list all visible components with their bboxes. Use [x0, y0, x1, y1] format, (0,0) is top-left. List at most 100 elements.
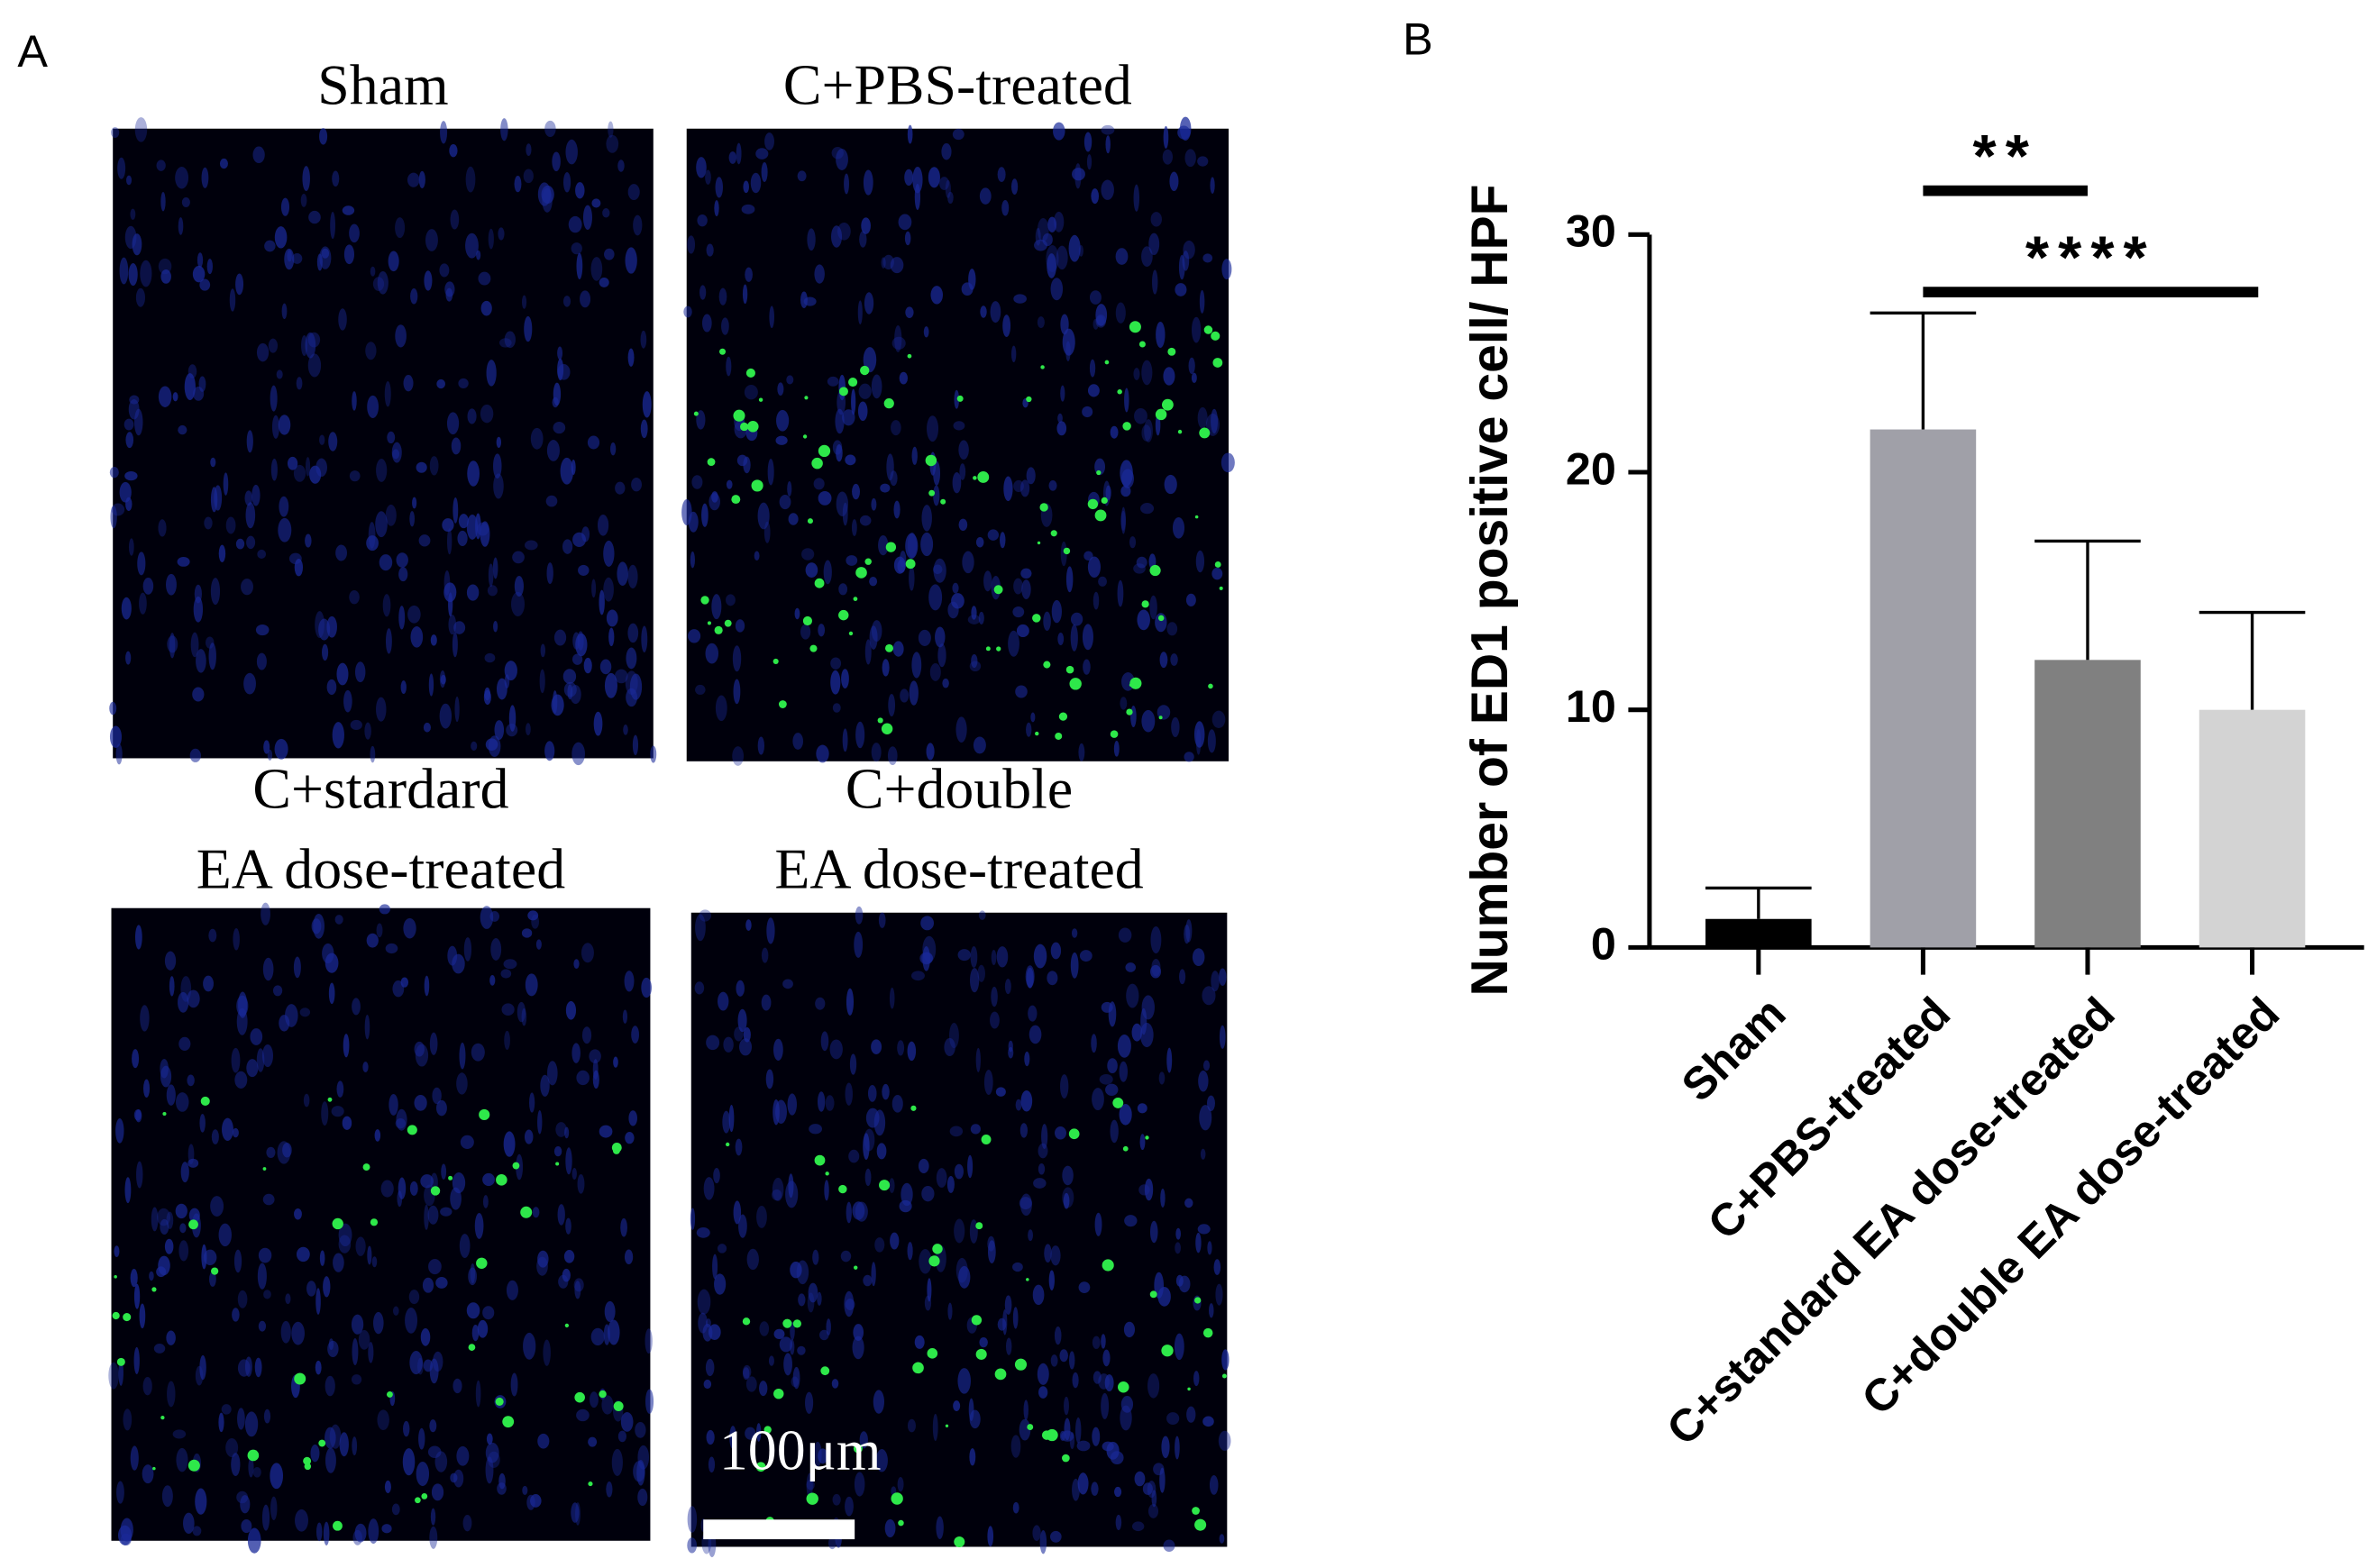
nucleus	[128, 263, 138, 287]
nucleus	[343, 1034, 350, 1058]
nucleus	[246, 535, 256, 550]
nucleus	[451, 437, 462, 455]
nucleus	[687, 1537, 698, 1554]
ed1-cell	[975, 1222, 983, 1230]
ed1-cell	[1126, 708, 1133, 716]
nucleus	[952, 471, 962, 494]
nucleus	[790, 1321, 795, 1341]
nucleus	[687, 1506, 698, 1533]
nucleus	[139, 592, 147, 615]
nucleus	[772, 1177, 784, 1201]
nucleus	[530, 1494, 542, 1508]
nucleus	[1120, 1405, 1132, 1431]
nucleus	[967, 1154, 974, 1179]
nucleus	[1144, 419, 1153, 442]
nucleus	[1012, 1262, 1023, 1272]
nucleus	[199, 1113, 206, 1133]
micrograph-bg	[690, 912, 1228, 1547]
nucleus	[388, 251, 399, 272]
nucleus	[1163, 367, 1175, 386]
nucleus	[235, 538, 245, 550]
nucleus	[485, 738, 498, 751]
nucleus	[1200, 1148, 1206, 1160]
nucleus	[293, 464, 306, 482]
nucleus	[767, 459, 774, 486]
nucleus	[736, 142, 742, 165]
nucleus	[266, 1146, 276, 1158]
nucleus	[376, 697, 387, 722]
ed1-cell	[932, 1244, 943, 1254]
bar	[1870, 429, 1977, 948]
nucleus	[516, 1153, 524, 1181]
nucleus	[714, 200, 719, 216]
ed1-cell	[742, 1317, 751, 1326]
nucleus	[261, 902, 270, 925]
nucleus	[1093, 591, 1100, 610]
nucleus	[156, 160, 166, 171]
nucleus	[132, 1049, 140, 1069]
nucleus	[263, 740, 270, 754]
nucleus	[997, 167, 1006, 182]
nucleus	[164, 951, 177, 971]
nucleus	[622, 1009, 628, 1024]
nucleus	[1114, 1486, 1122, 1498]
nucleus	[876, 1143, 887, 1160]
nucleus	[1059, 1430, 1066, 1442]
nucleus	[615, 481, 626, 495]
ed1-cell	[792, 1319, 801, 1328]
nucleus	[1159, 652, 1168, 669]
nucleus	[855, 906, 864, 925]
nucleus	[690, 1208, 696, 1230]
nucleus	[119, 257, 129, 285]
nucleus	[754, 551, 760, 561]
nucleus	[553, 421, 566, 434]
nucleus	[524, 1129, 534, 1144]
nucleus	[263, 1408, 271, 1424]
nucleus	[1141, 424, 1152, 442]
nucleus	[395, 324, 407, 348]
ed1-cell	[564, 1323, 570, 1328]
nucleus	[1060, 1074, 1069, 1099]
nucleus	[718, 991, 729, 1011]
micrograph	[109, 117, 657, 766]
nucleus	[376, 459, 388, 482]
nucleus	[494, 720, 505, 741]
nucleus	[957, 1368, 971, 1394]
nucleus	[487, 585, 498, 597]
ed1-cell	[1050, 530, 1057, 537]
nucleus	[1003, 476, 1013, 502]
nucleus	[1023, 1399, 1029, 1420]
nucleus	[827, 376, 839, 387]
nucleus	[306, 1281, 316, 1297]
nucleus	[453, 1469, 464, 1488]
nucleus	[1091, 1034, 1097, 1053]
nucleus	[1055, 1126, 1066, 1140]
nucleus	[954, 389, 960, 409]
nucleus	[571, 742, 585, 766]
ed1-cell	[848, 377, 858, 387]
nucleus	[280, 1320, 291, 1344]
nucleus	[575, 182, 585, 199]
nucleus	[553, 382, 562, 406]
nucleus	[606, 1481, 613, 1498]
nucleus	[705, 1358, 715, 1377]
nucleus	[244, 490, 253, 506]
nucleus	[233, 1249, 242, 1273]
nucleus	[1186, 1406, 1196, 1423]
nucleus	[409, 1181, 418, 1196]
nucleus	[593, 711, 603, 736]
ed1-cell	[114, 1275, 117, 1279]
nucleus	[522, 1485, 528, 1495]
nucleus	[157, 1208, 171, 1226]
nucleus	[597, 515, 609, 536]
nucleus	[458, 378, 469, 388]
nucleus	[466, 514, 479, 540]
nucleus	[641, 625, 648, 652]
nucleus	[465, 232, 479, 259]
nucleus	[565, 139, 578, 165]
nucleus	[398, 1177, 407, 1199]
nucleus	[218, 1223, 232, 1247]
nucleus	[588, 1436, 598, 1447]
nucleus	[237, 1290, 248, 1308]
nucleus	[523, 169, 534, 184]
